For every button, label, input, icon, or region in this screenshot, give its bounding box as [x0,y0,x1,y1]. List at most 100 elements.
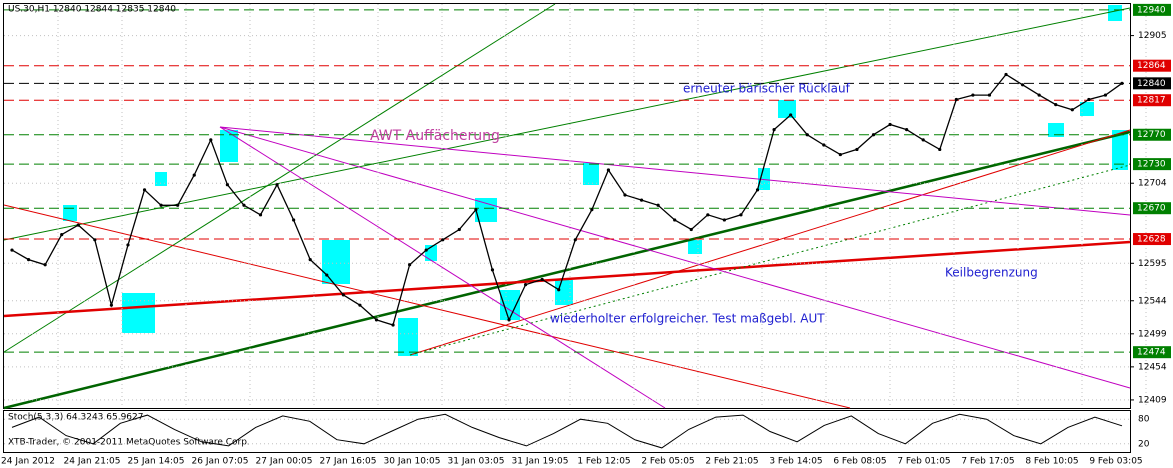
level-label: 12730 [1137,160,1166,170]
price-point [523,282,528,287]
price-point [225,183,229,187]
price-point [424,248,428,252]
copyright: XTB-Trader, © 2001-2011 MetaQuotes Softw… [8,438,250,448]
price-point [1037,93,1041,97]
y-tick-label: 12499 [1138,329,1167,339]
level-box [1133,59,1171,72]
annotation: wiederholter erfolgreicher. Test maßgebl… [550,312,825,326]
trend-line [3,3,556,353]
price-point [772,128,776,132]
x-tick-label: 2 Feb 05:05 [641,457,694,467]
level-label: 12840 [1137,79,1166,89]
price-line [11,73,1123,326]
annotation: erneuter bärischer Rücklauf [683,82,851,96]
level-box [1133,202,1171,215]
price-point [142,188,147,192]
price-point [159,203,163,207]
price-point [374,318,379,322]
price-point [1020,83,1025,87]
price-point [706,213,710,217]
price-point [540,277,544,282]
price-point [10,248,14,252]
y-tick-label: 12409 [1138,395,1167,405]
highlight-boxes [63,5,1128,356]
fan-line [219,126,1131,216]
x-tick-label: 9 Feb 03:05 [1089,457,1142,467]
price-point [26,258,31,262]
y-tick-label: 12595 [1138,259,1167,269]
price-point [573,238,577,242]
level-label: 12864 [1137,61,1166,71]
price-point [623,193,627,197]
x-tick-label: 24 Jan 2012 [1,457,55,467]
price-point [987,93,992,97]
price-point [822,143,826,147]
level-box [1133,77,1171,90]
stoch-tick-label: 20 [1138,439,1150,449]
price-point [639,198,644,202]
price-point [457,227,461,232]
x-tick-label: 3 Feb 14:05 [769,457,822,467]
level-box [1133,94,1171,107]
price-point [325,273,329,277]
price-point [93,238,97,242]
price-point [474,208,478,212]
price-point [76,223,80,227]
x-tick-label: 7 Feb 01:05 [897,457,950,467]
price-point [739,213,743,217]
price-panel [3,3,1131,409]
stoch-label: Stoch(5,3,3) 64.3243 65.9627 [8,413,143,423]
price-point [855,147,859,152]
price-point [341,293,345,297]
trend-line [409,129,1131,356]
level-box [1133,346,1171,359]
level-label: 12628 [1137,235,1166,245]
drawings [3,3,1147,410]
level-label: 12670 [1137,204,1166,214]
price-point [176,203,180,207]
level-box [1133,128,1171,141]
x-tick-label: 31 Jan 19:05 [512,457,569,467]
price-point [60,233,64,237]
x-tick-label: 27 Jan 00:05 [256,457,313,467]
price-point [905,128,909,132]
stoch-line [11,413,1123,449]
level-label: 12770 [1137,130,1166,140]
y-tick-label: 12704 [1138,179,1167,189]
price-point [606,168,611,172]
price-point [126,243,130,247]
price-point [1103,93,1108,97]
price-point [292,218,296,222]
level-label: 12474 [1137,348,1166,358]
x-tick-label: 25 Jan 14:05 [128,457,185,467]
x-tick-label: 24 Jan 21:05 [64,457,121,467]
trend-line [409,164,1131,356]
fan-line [219,126,1131,389]
level-box [1133,158,1171,171]
price-point [109,303,114,307]
wedge-line [3,240,1131,318]
price-point [1120,81,1124,85]
price-point [871,133,876,137]
x-tick-label: 1 Feb 12:05 [577,457,630,467]
x-tick-label: 8 Feb 10:05 [1025,457,1078,467]
x-tick-label: 6 Feb 08:05 [833,457,886,467]
price-point [689,227,693,232]
price-point [1004,72,1008,77]
y-tick-label: 12544 [1138,296,1167,306]
price-point [888,122,892,127]
x-tick-label: 2 Feb 21:05 [705,457,758,467]
price-point [1070,108,1074,112]
price-point [258,213,263,217]
y-tick-label: 12454 [1138,362,1167,372]
x-tick-label: 7 Feb 17:05 [961,457,1014,467]
price-point [656,203,660,207]
price-point [192,173,196,177]
x-tick-label: 30 Jan 10:05 [384,457,441,467]
price-point [789,113,793,117]
x-tick-label: 26 Jan 07:05 [192,457,249,467]
trend-line [3,7,1131,241]
annotation: Keilbegrenzung [945,266,1038,280]
fan-line [219,126,666,409]
